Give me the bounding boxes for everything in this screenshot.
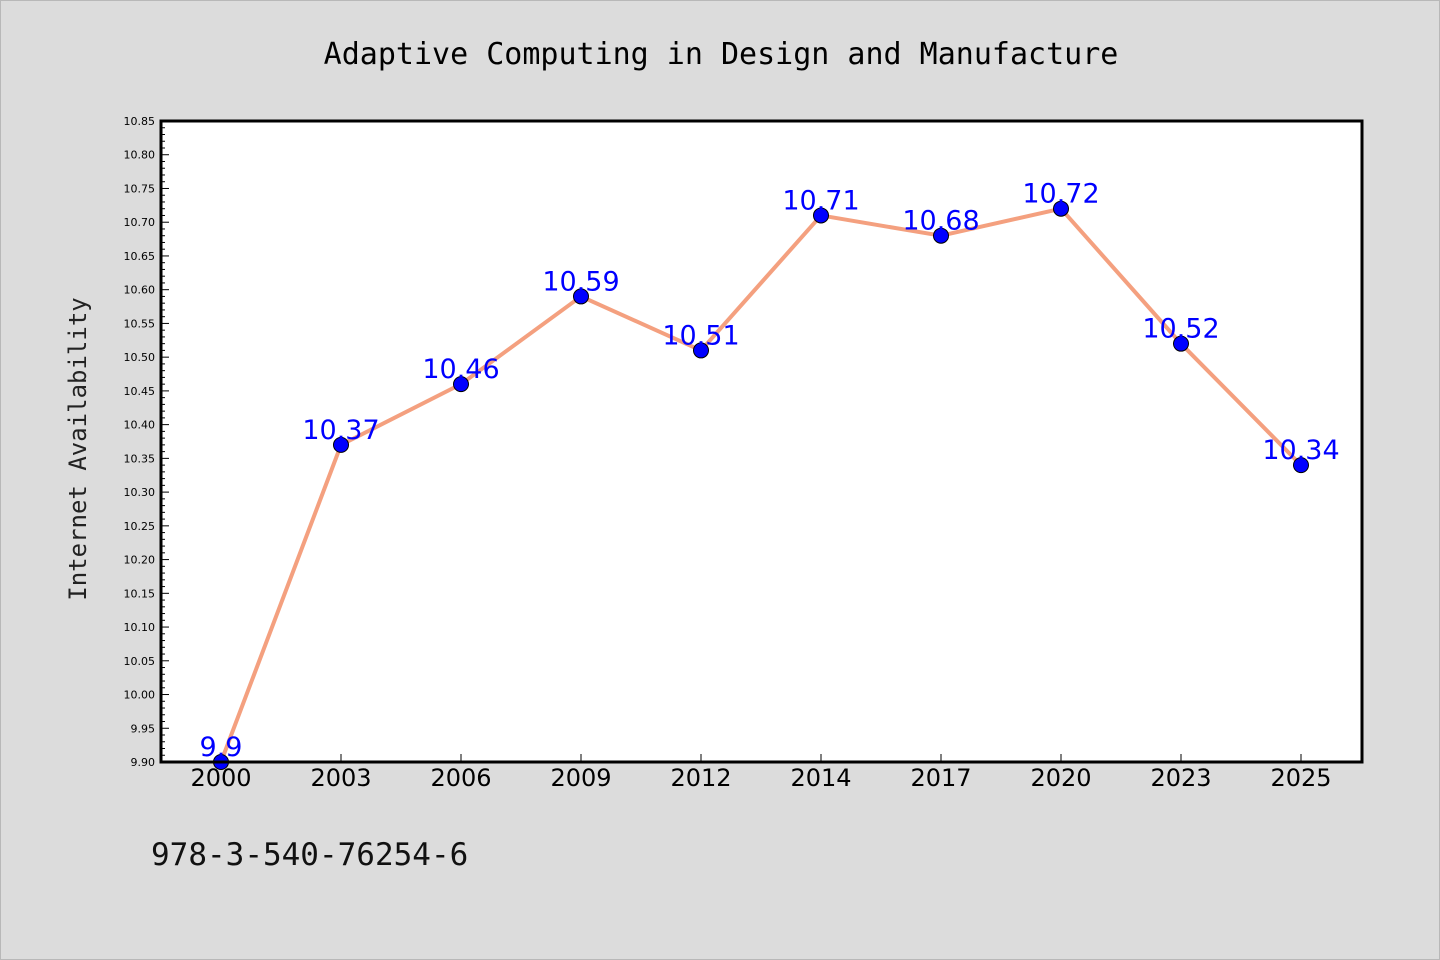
y-tick-label: 10.30: [124, 486, 156, 499]
plot-frame: [159, 119, 1364, 764]
y-tick-label: 9.95: [131, 722, 156, 735]
data-label: 10.72: [1022, 179, 1099, 210]
y-tick-label: 10.20: [124, 554, 156, 567]
x-tick-label: 2014: [790, 764, 851, 792]
y-tick-label: 10.70: [124, 216, 156, 229]
y-tick-label: 10.80: [124, 149, 156, 162]
y-tick-label: 10.45: [124, 385, 156, 398]
x-tick-label: 2009: [550, 764, 611, 792]
data-point: [453, 376, 469, 393]
x-tick-label: 2017: [910, 764, 971, 792]
data-label: 10.71: [782, 185, 859, 216]
isbn-label: 978-3-540-76254-6: [151, 837, 468, 873]
y-tick-label: 10.55: [124, 317, 156, 330]
data-point: [933, 227, 949, 244]
y-tick-label: 10.10: [124, 621, 156, 634]
y-tick-label: 10.60: [124, 284, 156, 297]
y-tick-label: 10.40: [124, 419, 156, 432]
y-tick-label: 10.05: [124, 655, 156, 668]
data-label: 10.51: [662, 320, 739, 351]
data-point: [333, 436, 349, 453]
chart-title: Adaptive Computing in Design and Manufac…: [324, 37, 1119, 72]
y-tick-label: 10.35: [124, 452, 156, 465]
data-label: 10.34: [1262, 435, 1339, 466]
data-labels: 9.9 10.37 10.46 10.59 10.51 10.71 10.68 10.72 10…: [200, 179, 1340, 763]
x-tick-label: 2020: [1030, 764, 1091, 792]
x-axis: 2000 2003 2006 2009 2012 2014 2017 2020 2023 2025: [190, 754, 1332, 792]
y-axis: 9.90 9.95 10.00 10.05 10.10 10.15 10.20 10.25 10…: [124, 115, 169, 769]
series-line: [219, 206, 1303, 764]
y-tick-label: 9.90: [131, 756, 156, 769]
data-point: [1173, 335, 1189, 352]
data-point: [1053, 200, 1069, 217]
y-tick-label: 10.15: [124, 587, 156, 600]
x-tick-label: 2025: [1270, 764, 1331, 792]
x-tick-label: 2003: [310, 764, 371, 792]
y-tick-label: 10.25: [124, 520, 156, 533]
y-tick-label: 10.00: [124, 689, 156, 702]
y-tick-label: 10.50: [124, 351, 156, 364]
y-tick-label: 10.85: [124, 115, 156, 128]
data-label: 10.68: [902, 206, 979, 237]
y-axis-label: Internet Availability: [64, 297, 92, 600]
data-label: 10.52: [1142, 314, 1219, 345]
y-tick-label: 10.65: [124, 250, 156, 263]
plot-area: [161, 121, 1362, 762]
x-tick-label: 2023: [1150, 764, 1211, 792]
data-label: 10.37: [302, 415, 379, 446]
data-label: 10.46: [422, 354, 499, 385]
data-point: [1293, 457, 1309, 474]
data-point: [693, 342, 709, 359]
x-tick-label: 2012: [670, 764, 731, 792]
x-tick-label: 2006: [430, 764, 491, 792]
series-layer: [213, 200, 1309, 770]
data-label: 9.9: [200, 732, 243, 763]
data-point: [813, 207, 829, 224]
data-point: [573, 288, 589, 305]
y-tick-label: 10.75: [124, 182, 156, 195]
data-label: 10.59: [542, 266, 619, 297]
